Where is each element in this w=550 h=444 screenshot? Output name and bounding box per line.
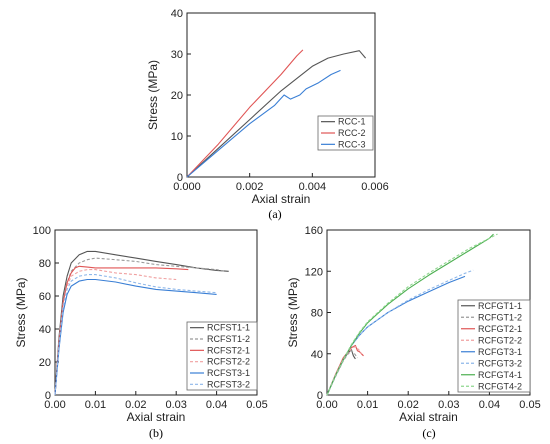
series-line-rcfgt1-2 xyxy=(326,350,358,396)
series-line-rcfgt3-2 xyxy=(326,269,474,396)
x-tick-label: 0.002 xyxy=(236,181,264,193)
legend-label: RCFGT3-2 xyxy=(478,358,522,368)
legend-box xyxy=(186,321,258,391)
series-line-rcfst2-2 xyxy=(54,269,177,396)
panel-label: (c) xyxy=(422,426,435,440)
plot-frame xyxy=(54,229,258,396)
x-tick-label: 0.01 xyxy=(85,399,106,411)
y-axis-label: Stress (MPa) xyxy=(14,277,28,347)
y-tick-label: 40 xyxy=(39,324,51,336)
legend-label: RCFGT4-1 xyxy=(478,370,522,380)
x-tick-label: 0.03 xyxy=(438,399,459,411)
legend-label: RCC-3 xyxy=(338,139,366,149)
x-axis-label: Axial strain xyxy=(399,410,458,424)
legend-label: RCFGT2-2 xyxy=(478,335,522,345)
series-line-rcfst2-1 xyxy=(54,265,189,396)
y-tick-label: 40 xyxy=(311,349,323,361)
y-tick-label: 20 xyxy=(171,90,183,102)
series-line-rcfst3-2 xyxy=(54,274,217,396)
x-tick-label: 0.04 xyxy=(479,399,500,411)
x-tick-label: 0.05 xyxy=(519,399,540,411)
legend-label: RCFST2-1 xyxy=(207,345,250,355)
y-tick-label: 10 xyxy=(171,131,183,143)
x-tick-label: 0.000 xyxy=(173,181,201,193)
y-tick-label: 30 xyxy=(171,49,183,61)
x-tick-label: 0.006 xyxy=(361,181,389,193)
legend-label: RCC-1 xyxy=(338,117,366,127)
legend-label: RCFGT1-1 xyxy=(478,301,522,311)
x-tick-label: 0.02 xyxy=(397,399,418,411)
legend-label: RCFGT2-1 xyxy=(478,324,522,334)
legend-label: RCFST3-2 xyxy=(207,379,250,389)
panel-label: (b) xyxy=(149,426,163,440)
y-tick-label: 80 xyxy=(39,258,51,270)
legend-label: RCFST1-2 xyxy=(207,334,250,344)
x-tick-label: 0.02 xyxy=(125,399,146,411)
series-line-rcfgt4-2 xyxy=(326,233,498,396)
legend-label: RCFGT4-2 xyxy=(478,381,522,391)
series-line-rcfgt3-1 xyxy=(326,275,466,396)
y-tick-label: 60 xyxy=(39,291,51,303)
series-line-rcfgt2-1 xyxy=(326,344,364,396)
y-tick-label: 80 xyxy=(311,308,323,320)
legend-label: RCFGT3-1 xyxy=(478,347,522,357)
y-tick-label: 100 xyxy=(33,225,51,237)
y-axis-label: Stress (MPa) xyxy=(146,60,160,130)
y-axis-label: Stress (MPa) xyxy=(286,277,300,347)
legend-label: RCFGT1-2 xyxy=(478,312,522,322)
series-line-rcc-1 xyxy=(186,50,367,178)
x-axis-label: Axial strain xyxy=(252,192,311,206)
series-line-rcfgt4-1 xyxy=(326,233,494,396)
x-tick-label: 0.00 xyxy=(44,399,65,411)
x-axis-label: Axial strain xyxy=(127,410,186,424)
x-tick-label: 0.04 xyxy=(206,399,227,411)
legend-label: RCFST1-1 xyxy=(207,323,250,333)
series-line-rcc-3 xyxy=(186,69,341,178)
x-tick-label: 0.004 xyxy=(299,181,327,193)
series-line-rcfst1-1 xyxy=(54,250,229,396)
y-tick-label: 0 xyxy=(177,172,183,184)
legend-label: RCFST3-1 xyxy=(207,368,250,378)
y-tick-label: 40 xyxy=(171,8,183,20)
series-line-rcfgt2-2 xyxy=(326,345,362,396)
x-tick-label: 0.01 xyxy=(357,399,378,411)
series-line-rcc-2 xyxy=(186,49,304,178)
y-tick-label: 20 xyxy=(39,357,51,369)
y-tick-label: 120 xyxy=(305,266,323,278)
x-tick-label: 0.00 xyxy=(316,399,337,411)
legend-label: RCC-2 xyxy=(338,128,366,138)
y-tick-label: 0 xyxy=(45,390,51,402)
panel-label: (a) xyxy=(268,207,281,221)
legend-box xyxy=(457,299,531,393)
y-tick-label: 160 xyxy=(305,225,323,237)
x-tick-label: 0.05 xyxy=(246,399,267,411)
y-tick-label: 0 xyxy=(317,390,323,402)
legend-label: RCFST2-2 xyxy=(207,357,250,367)
x-tick-label: 0.03 xyxy=(165,399,186,411)
series-line-rcfst3-1 xyxy=(54,278,217,396)
series-line-rcfgt1-1 xyxy=(326,349,356,396)
